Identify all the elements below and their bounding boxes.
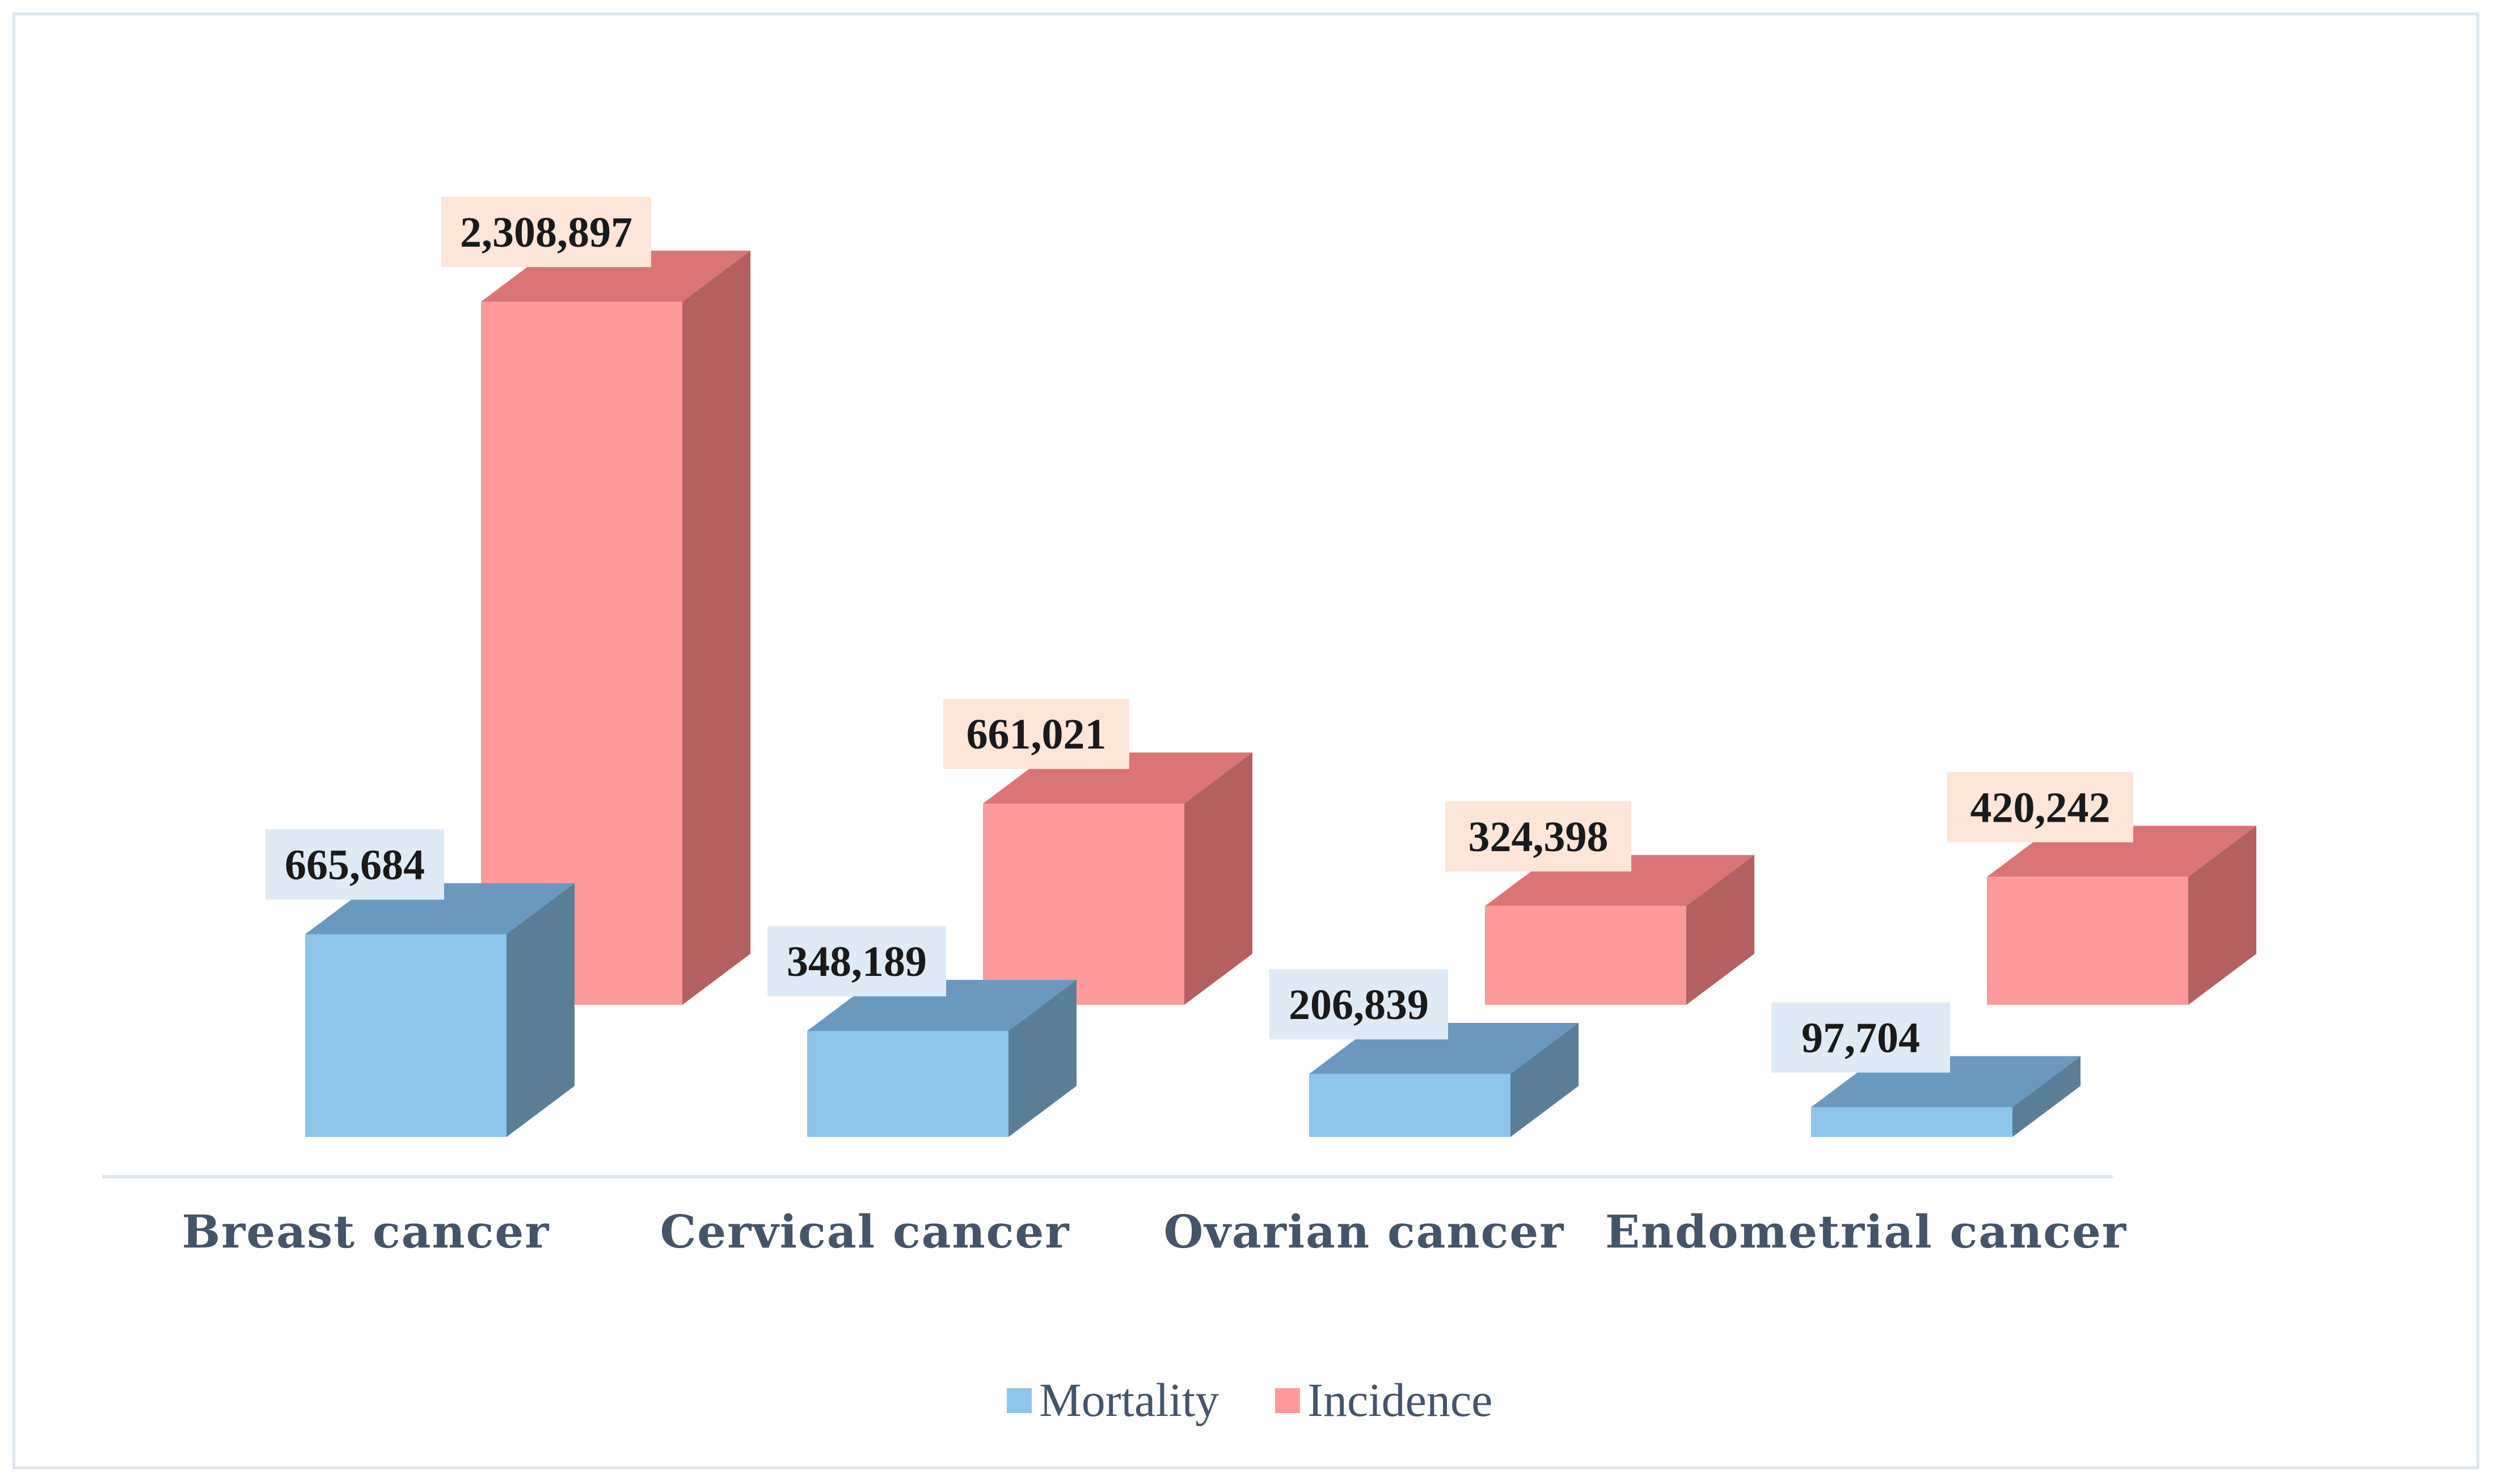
category-label-cervical: Cervical cancer [660, 1205, 1070, 1258]
value-label-box [265, 829, 444, 900]
legend-label-incidence: Incidence [1307, 1374, 1492, 1427]
bars-layer [305, 251, 2256, 1137]
value-label-box [1947, 772, 2133, 843]
legend-label-mortality: Mortality [1039, 1374, 1219, 1427]
bar-front-face [983, 803, 1184, 1005]
value-label-text: 324,398 [1468, 813, 1609, 861]
legend-swatch-incidence [1275, 1388, 1300, 1413]
value-label-incidence-endometrial-cancer: 420,242 [1947, 772, 2133, 843]
bar-side-face [2188, 826, 2256, 1005]
category-label-breast: Breast cancer [182, 1205, 550, 1258]
value-label-box [767, 926, 946, 997]
legend: Mortality Incidence [1007, 1374, 1492, 1427]
bar-front-face [1987, 877, 2188, 1005]
value-label-mortality-cervical-cancer: 348,189 [767, 926, 946, 997]
bar-side-face [1008, 980, 1077, 1137]
bar-mortality-cervical-cancer [807, 980, 1077, 1137]
bar-incidence-cervical-cancer [983, 752, 1252, 1005]
bar-front-face [807, 1031, 1008, 1137]
value-label-incidence-breast-cancer: 2,308,897 [441, 197, 651, 267]
value-label-text: 420,242 [1970, 784, 2111, 831]
category-labels: Breast cancer Cervical cancer Ovarian ca… [182, 1205, 2127, 1258]
value-label-incidence-cervical-cancer: 661,021 [943, 698, 1129, 769]
value-label-box [1269, 969, 1448, 1039]
value-label-text: 206,839 [1289, 981, 1429, 1029]
bar-front-face [305, 934, 507, 1137]
bar-mortality-endometrial-cancer [1811, 1056, 2081, 1137]
bar-side-face [682, 251, 750, 1005]
bar-side-face [507, 883, 575, 1137]
value-label-box [441, 197, 651, 267]
value-label-incidence-ovarian-cancer: 324,398 [1445, 801, 1631, 872]
value-label-text: 348,189 [787, 938, 927, 986]
bar-incidence-breast-cancer [481, 251, 750, 1005]
bar-mortality-breast-cancer [305, 883, 575, 1137]
chart-frame [12, 12, 2479, 1469]
bar-side-face [1510, 1022, 1579, 1137]
bar-incidence-ovarian-cancer [1485, 855, 1754, 1005]
bar-side-face [2012, 1056, 2081, 1137]
legend-swatch-mortality [1007, 1388, 1032, 1413]
value-label-mortality-breast-cancer: 665,684 [265, 829, 444, 900]
value-label-box [1445, 801, 1631, 872]
bar-mortality-ovarian-cancer [1309, 1022, 1579, 1137]
value-label-text: 2,308,897 [460, 209, 632, 256]
value-label-box [943, 698, 1129, 769]
bar-front-face [1309, 1073, 1510, 1137]
value-label-text: 665,684 [285, 841, 425, 889]
value-label-text: 661,021 [967, 711, 1107, 758]
bar-incidence-endometrial-cancer [1987, 826, 2256, 1005]
value-label-text: 97,704 [1801, 1014, 1920, 1062]
value-labels-layer: 2,308,897 661,021 324,398 420,242 665,684 348… [265, 197, 2133, 1073]
value-label-mortality-ovarian-cancer: 206,839 [1269, 969, 1448, 1039]
bar-front-face [1485, 906, 1686, 1005]
category-label-ovarian: Ovarian cancer [1164, 1205, 1565, 1258]
value-label-box [1771, 1002, 1950, 1073]
value-label-mortality-endometrial-cancer: 97,704 [1771, 1002, 1950, 1073]
bar-side-face [1686, 855, 1754, 1005]
bar-side-face [1184, 752, 1252, 1005]
bar-front-face [1811, 1107, 2012, 1137]
category-label-endometrial: Endometrial cancer [1605, 1205, 2127, 1258]
